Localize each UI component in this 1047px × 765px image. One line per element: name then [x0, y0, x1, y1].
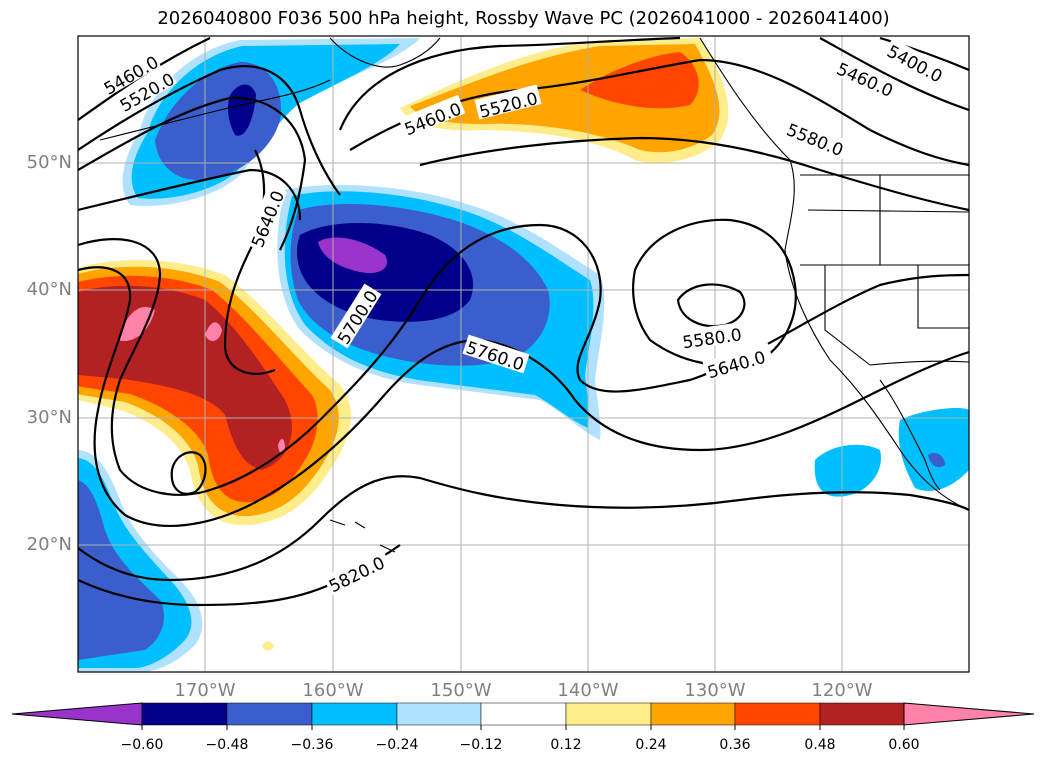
aleutian-islands: [99, 79, 331, 141]
colorbar-tick-label: 0.36: [719, 737, 751, 753]
lon-label: 130°W: [684, 680, 746, 701]
contour-5460: [78, 36, 969, 196]
contour-label: 5580.0: [783, 120, 846, 161]
colorbar-over-arrow: [903, 702, 1035, 726]
hawaii-islands: [329, 519, 396, 553]
anomaly-positive-pink-a: [118, 306, 155, 341]
colorbar-tick-label: 0.24: [635, 737, 667, 753]
map-title: 2026040800 F036 500 hPa height, Rossby W…: [157, 8, 890, 29]
contour-label: 5460.0: [833, 59, 895, 101]
lat-label: 30°N: [26, 407, 72, 428]
state-border-a: [807, 209, 969, 213]
colorbar-under-arrow: [11, 702, 143, 726]
colorbar-tick-label: −0.60: [120, 737, 164, 753]
anomaly-negative-central-purple: [318, 237, 388, 274]
lon-label: 150°W: [430, 680, 492, 701]
contour-5700: [78, 223, 969, 496]
colorbar-segment: [396, 702, 482, 726]
anomaly-positive-small: [262, 641, 274, 651]
colorbar-segment: [141, 702, 228, 726]
colorbar-tick-label: 0.60: [888, 737, 920, 753]
colorbar-tick-label: −0.12: [459, 737, 503, 753]
contour-5580-north: [78, 136, 969, 221]
lon-label: 140°W: [557, 680, 619, 701]
contour-5760: [78, 266, 969, 527]
baja-california: [879, 379, 941, 491]
coastlines: [99, 37, 969, 553]
north-america-coast: [699, 37, 969, 511]
contour-label: 5820.0: [326, 553, 388, 597]
anomaly-positive-pink-c: [278, 439, 285, 454]
lat-label: 40°N: [26, 279, 72, 300]
anomaly-positive-pink-b: [205, 322, 222, 342]
us-mexico-border: [869, 360, 969, 366]
colorbar-segment: [311, 702, 398, 726]
lon-label: 170°W: [174, 680, 236, 701]
anomaly-negative-mexico-core: [928, 453, 945, 468]
anomaly-negative-mexico: [898, 408, 969, 491]
contour-5760-loop: [170, 451, 207, 495]
lon-label: 120°W: [811, 680, 873, 701]
contour-5580-low: [676, 283, 746, 328]
anomaly-negative-southeast: [814, 444, 881, 497]
anomaly-negative-southwest-blue: [78, 480, 165, 660]
colorbar: [11, 702, 1035, 730]
colorbar-segment: [819, 702, 905, 726]
state-border-e: [824, 265, 871, 366]
contour-5820: [78, 475, 969, 582]
lat-label: 50°N: [26, 152, 72, 173]
map-frame: [77, 35, 970, 673]
colorbar-segment: [734, 702, 821, 726]
colorbar-tick-label: 0.12: [550, 737, 582, 753]
lat-label: 20°N: [26, 534, 72, 555]
alaska-coast: [329, 37, 441, 68]
colorbar-tick-label: −0.36: [290, 737, 334, 753]
colorbar-segment: [565, 702, 652, 726]
colorbar-segment: [650, 702, 736, 726]
lon-label: 160°W: [302, 680, 364, 701]
contour-5640-low: [632, 218, 797, 367]
colorbar-segment: [226, 702, 313, 726]
colorbar-tick-label: −0.48: [205, 737, 249, 753]
state-border-d: [917, 265, 969, 329]
colorbar-tick-label: 0.48: [804, 737, 836, 753]
colorbar-segment: [480, 702, 567, 726]
colorbar-tick-label: −0.24: [375, 737, 419, 753]
